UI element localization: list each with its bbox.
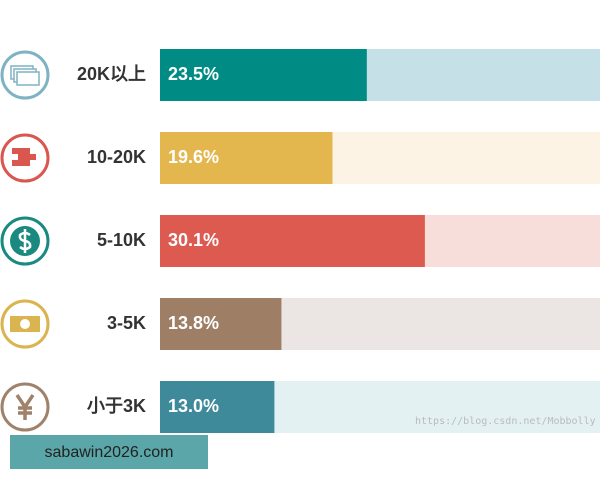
category-label: 5-10K <box>97 230 146 250</box>
value-label: 23.5% <box>168 64 219 84</box>
value-label: 30.1% <box>168 230 219 250</box>
icon-dollar <box>18 229 32 253</box>
category-label: 20K以上 <box>77 64 146 84</box>
bar <box>160 381 275 433</box>
banner-box <box>10 435 208 469</box>
rows: 20K以上 23.5% 10-20K 19.6% 5-10K 30.1% 3-5K 13.8%… <box>0 49 600 433</box>
icon-note-dot <box>20 319 30 329</box>
icon-ring <box>0 133 50 183</box>
icon-ring <box>0 216 50 266</box>
value-label: 13.8% <box>168 313 219 333</box>
bar <box>160 49 367 101</box>
icon-stack <box>12 160 30 166</box>
icon-ring <box>0 299 50 349</box>
value-label: 13.0% <box>168 396 219 416</box>
watermark: https://blog.csdn.net/Mobbolly <box>415 416 596 427</box>
icon-stack <box>18 154 36 160</box>
category-label: 10-20K <box>87 147 146 167</box>
banner-text: sabawin2026.com <box>45 444 174 461</box>
icon-yen <box>15 394 35 420</box>
bar <box>160 215 425 267</box>
category-label: 3-5K <box>107 313 146 333</box>
icon-stack <box>12 148 30 154</box>
icon-bill <box>16 71 40 86</box>
icon-ring <box>0 50 50 100</box>
icon-ring <box>0 382 50 432</box>
category-label: 小于3K <box>87 396 146 416</box>
bar <box>160 132 333 184</box>
value-label: 19.6% <box>168 147 219 167</box>
bar <box>160 298 282 350</box>
